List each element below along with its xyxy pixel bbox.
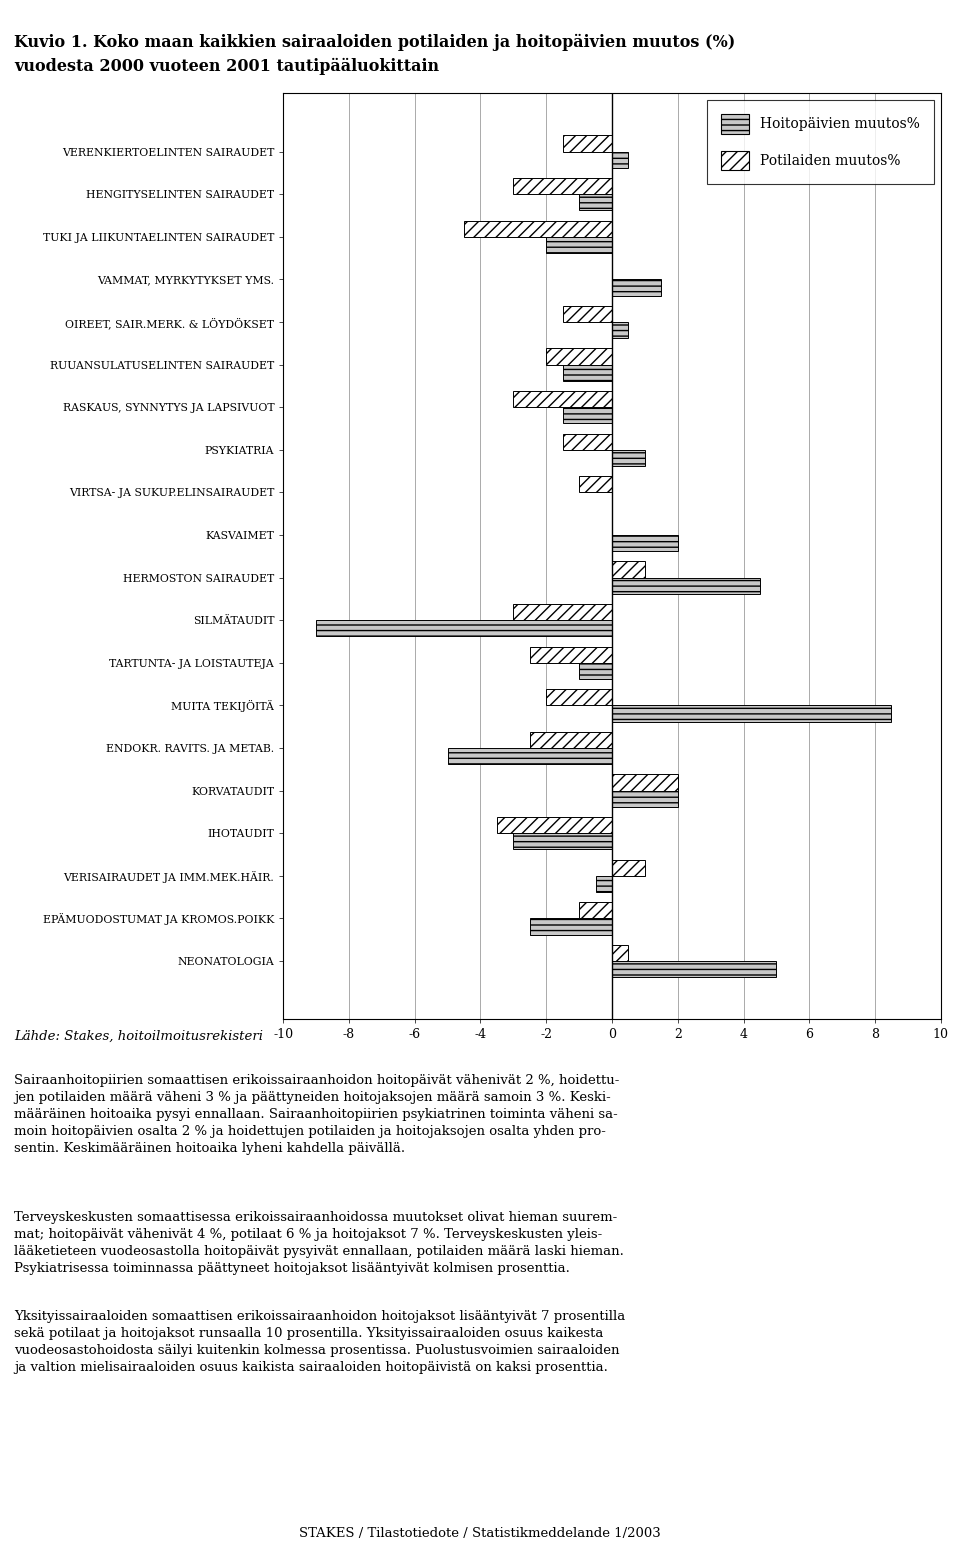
Bar bbox=[447, 748, 612, 764]
Bar bbox=[612, 705, 892, 722]
Bar bbox=[612, 775, 678, 790]
Text: Yksityissairaaloiden somaattisen erikoissairaanhoidon hoitojaksot lisääntyivät 7: Yksityissairaaloiden somaattisen erikois… bbox=[14, 1310, 626, 1374]
Bar bbox=[595, 876, 612, 892]
Bar bbox=[514, 391, 612, 408]
Bar bbox=[530, 731, 612, 748]
Bar bbox=[612, 322, 629, 338]
Bar bbox=[464, 221, 612, 237]
Bar bbox=[563, 408, 612, 423]
Bar bbox=[546, 349, 612, 364]
Text: STAKES / Tilastotiedote / Statistikmeddelande 1/2003: STAKES / Tilastotiedote / Statistikmedde… bbox=[300, 1528, 660, 1540]
Legend: Hoitopäivien muutos%, Potilaiden muutos%: Hoitopäivien muutos%, Potilaiden muutos% bbox=[708, 100, 934, 184]
Bar bbox=[612, 535, 678, 551]
Bar bbox=[612, 151, 629, 168]
Bar bbox=[497, 817, 612, 832]
Text: Terveyskeskusten somaattisessa erikoissairaanhoidossa muutokset olivat hieman su: Terveyskeskusten somaattisessa erikoissa… bbox=[14, 1211, 624, 1274]
Bar bbox=[579, 476, 612, 492]
Bar bbox=[563, 434, 612, 450]
Text: Kuvio 1. Koko maan kaikkien sairaaloiden potilaiden ja hoitopäivien muutos (%): Kuvio 1. Koko maan kaikkien sairaaloiden… bbox=[14, 34, 735, 51]
Bar bbox=[530, 647, 612, 663]
Bar bbox=[612, 859, 645, 876]
Bar bbox=[563, 307, 612, 322]
Text: Sairaanhoitopiirien somaattisen erikoissairaanhoidon hoitopäivät vähenivät 2 %, : Sairaanhoitopiirien somaattisen erikoiss… bbox=[14, 1074, 620, 1155]
Bar bbox=[546, 237, 612, 254]
Bar bbox=[612, 280, 661, 296]
Bar bbox=[514, 832, 612, 850]
Bar bbox=[579, 663, 612, 678]
Bar bbox=[612, 562, 645, 577]
Bar bbox=[612, 450, 645, 465]
Bar bbox=[316, 621, 612, 636]
Bar bbox=[612, 577, 760, 594]
Bar bbox=[514, 177, 612, 194]
Bar bbox=[514, 604, 612, 621]
Bar bbox=[546, 689, 612, 705]
Bar bbox=[579, 902, 612, 918]
Text: vuodesta 2000 vuoteen 2001 tautipääluokittain: vuodesta 2000 vuoteen 2001 tautipääluoki… bbox=[14, 58, 440, 75]
Bar bbox=[612, 962, 777, 977]
Bar bbox=[579, 194, 612, 210]
Bar bbox=[530, 918, 612, 935]
Bar bbox=[563, 135, 612, 151]
Bar bbox=[612, 944, 629, 962]
Bar bbox=[563, 364, 612, 381]
Text: Lähde: Stakes, hoitoilmoitusrekisteri: Lähde: Stakes, hoitoilmoitusrekisteri bbox=[14, 1030, 263, 1043]
Bar bbox=[612, 790, 678, 806]
